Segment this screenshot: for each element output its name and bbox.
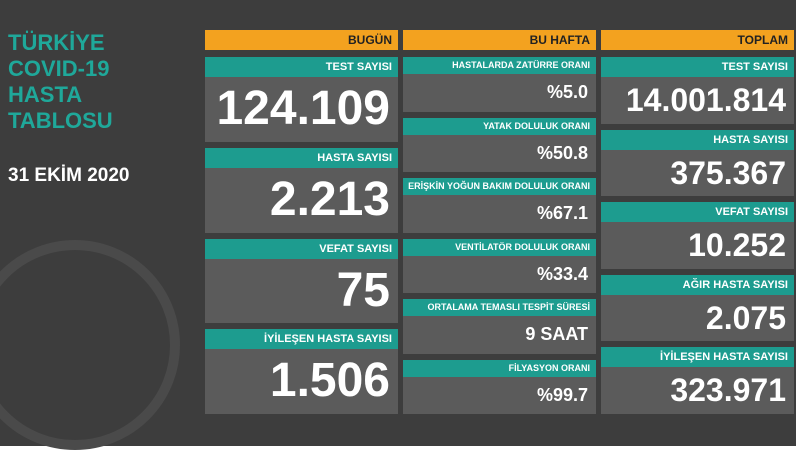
item-label: ERİŞKİN YOĞUN BAKIM DOLULUK ORANI bbox=[403, 178, 596, 195]
item-label: YATAK DOLULUK ORANI bbox=[403, 117, 596, 135]
item-value: 14.001.814 bbox=[601, 77, 794, 124]
item-value: 375.367 bbox=[601, 149, 794, 197]
item-value: %99.7 bbox=[403, 376, 596, 414]
item-value: 124.109 bbox=[205, 77, 398, 142]
column-header: BU HAFTA bbox=[403, 30, 596, 50]
item-label: VEFAT SAYISI bbox=[205, 238, 398, 259]
item-label: TEST SAYISI bbox=[205, 57, 398, 77]
item-value: %50.8 bbox=[403, 134, 596, 172]
emblem bbox=[0, 240, 180, 450]
column-header: BUGÜN bbox=[205, 30, 398, 50]
item-label: HASTALARDA ZATÜRRE ORANI bbox=[403, 57, 596, 74]
item-value: 2.213 bbox=[205, 167, 398, 233]
item-label: VEFAT SAYISI bbox=[601, 202, 794, 223]
item-label: İYİLEŞEN HASTA SAYISI bbox=[601, 347, 794, 368]
item-value: 2.075 bbox=[601, 294, 794, 342]
item-label: FİLYASYON ORANI bbox=[403, 359, 596, 377]
title: TÜRKİYE COVID-19 HASTA TABLOSU bbox=[8, 30, 113, 134]
title-line: TABLOSU bbox=[8, 108, 113, 133]
item-value: %67.1 bbox=[403, 195, 596, 233]
item-value: 323.971 bbox=[601, 367, 794, 414]
item-value: %33.4 bbox=[403, 255, 596, 293]
item-value: 10.252 bbox=[601, 222, 794, 269]
item-label: HASTA SAYISI bbox=[601, 129, 794, 150]
item-label: HASTA SAYISI bbox=[205, 147, 398, 168]
item-label: AĞIR HASTA SAYISI bbox=[601, 274, 794, 295]
item-value: 9 SAAT bbox=[403, 316, 596, 354]
title-line: HASTA bbox=[8, 82, 83, 107]
item-value: 1.506 bbox=[205, 349, 398, 414]
item-label: İYİLEŞEN HASTA SAYISI bbox=[205, 329, 398, 350]
title-line: COVID-19 bbox=[8, 56, 110, 81]
date: 31 EKİM 2020 bbox=[8, 165, 130, 186]
item-label: TEST SAYISI bbox=[601, 57, 794, 77]
title-line: TÜRKİYE bbox=[8, 30, 105, 55]
item-value: 75 bbox=[205, 258, 398, 324]
column-header: TOPLAM bbox=[601, 30, 794, 50]
item-label: ORTALAMA TEMASLI TESPİT SÜRESİ bbox=[403, 299, 596, 316]
item-label: VENTİLATÖR DOLULUK ORANI bbox=[403, 238, 596, 256]
item-value: %5.0 bbox=[403, 74, 596, 112]
